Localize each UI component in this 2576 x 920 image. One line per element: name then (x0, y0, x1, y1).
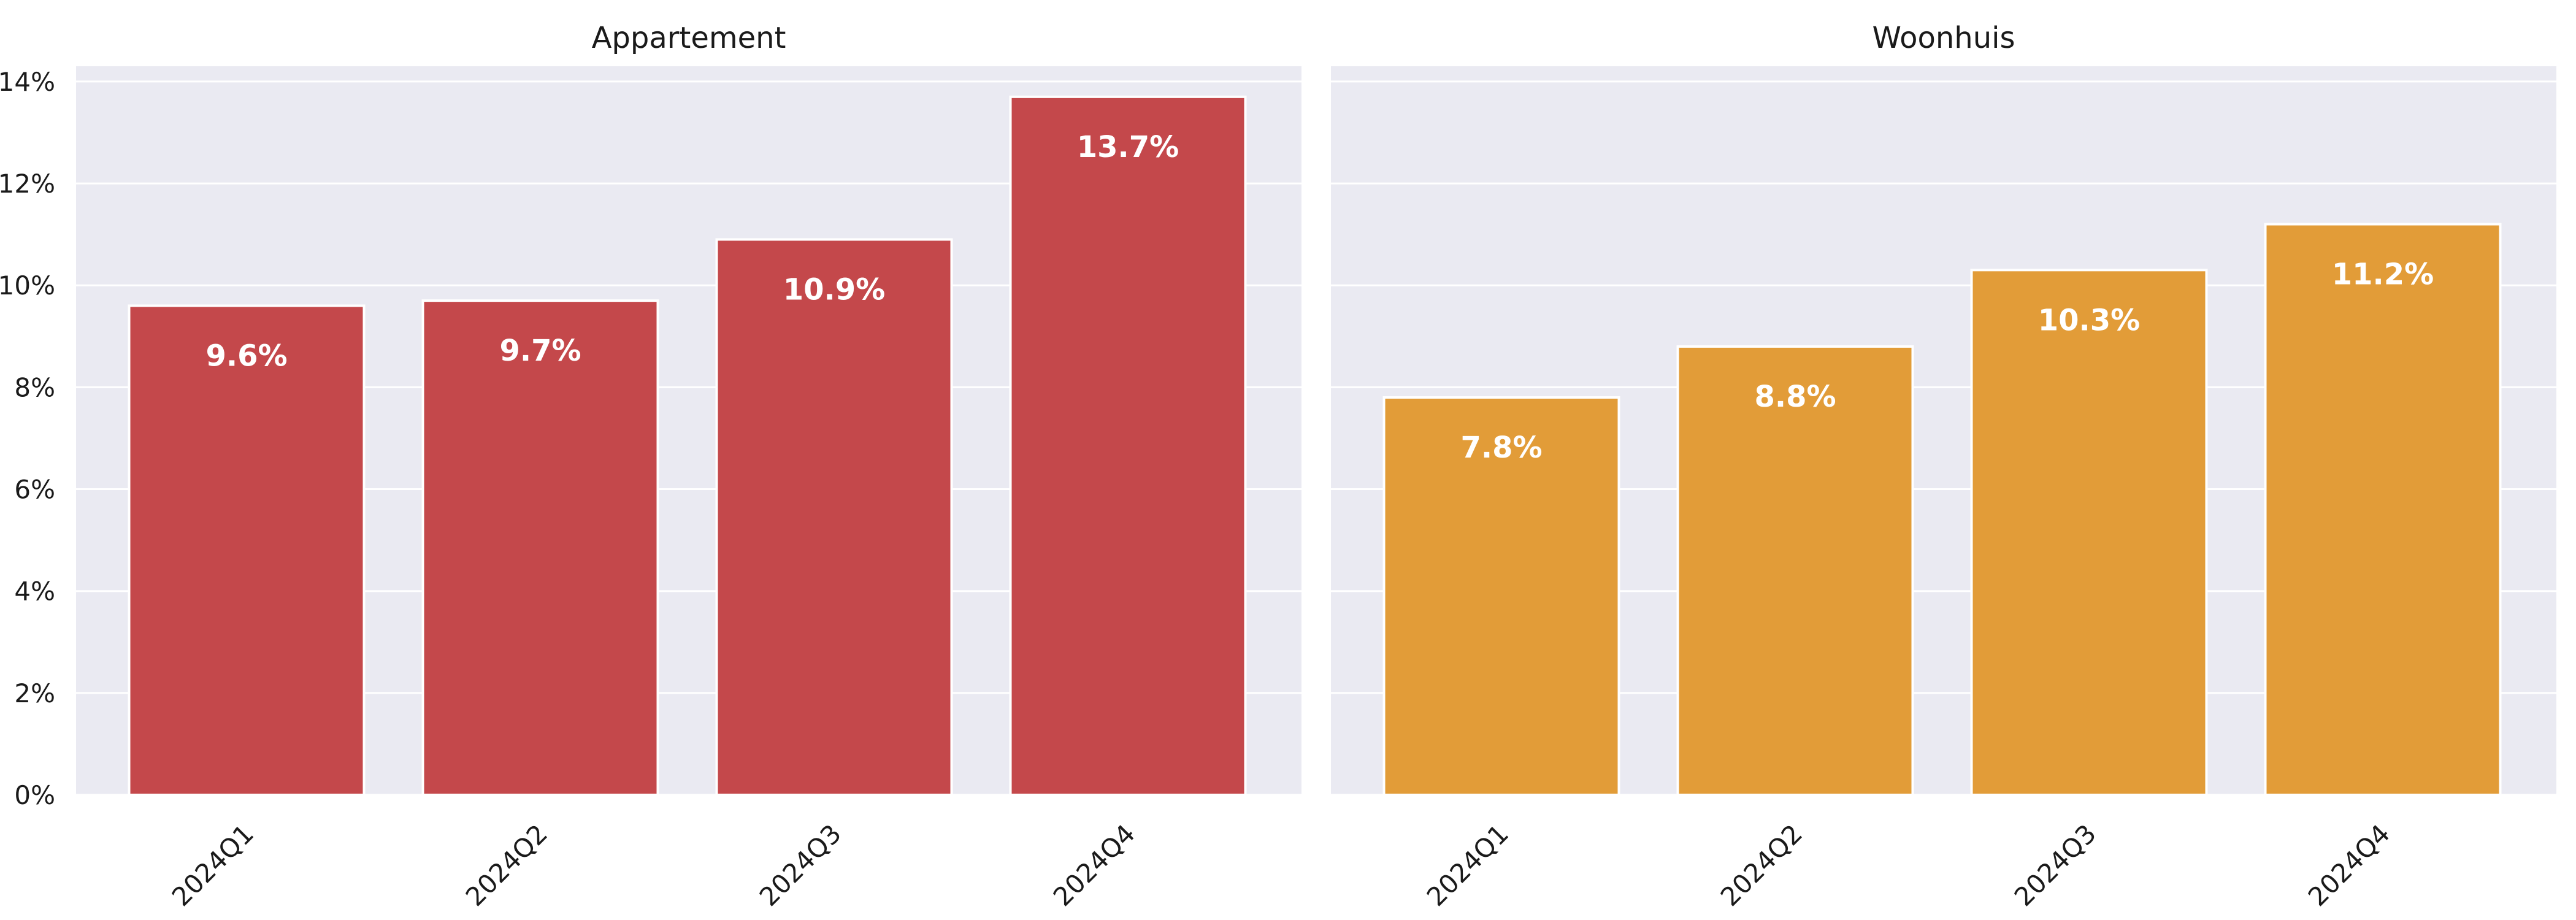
data-label: 7.8% (1460, 431, 1542, 465)
chart-title-2: Woonhuis (1873, 21, 2015, 55)
x-tick-label: 2024Q1 (166, 818, 260, 912)
y-tick-label: 10% (0, 270, 55, 301)
data-label: 8.8% (1754, 380, 1836, 414)
data-label: 9.6% (205, 339, 287, 373)
bar-2024Q3 (1970, 269, 2208, 796)
data-label: 10.3% (2038, 303, 2141, 337)
bar-2024Q4 (1009, 95, 1247, 796)
y-tick-label: 12% (0, 169, 55, 199)
x-tick-label: 2024Q2 (460, 818, 554, 912)
bar-2024Q2 (421, 299, 659, 796)
data-label: 11.2% (2332, 258, 2434, 292)
x-tick-label: 2024Q3 (754, 818, 848, 912)
y-tick-label: 6% (14, 475, 55, 505)
x-tick-label: 2024Q1 (1421, 818, 1515, 912)
x-tick-label: 2024Q2 (1715, 818, 1809, 912)
bar-2024Q1 (1382, 396, 1620, 796)
bar-2024Q3 (715, 238, 953, 796)
bar-2024Q2 (1676, 345, 1914, 796)
chart-title-1: Appartement (592, 21, 786, 55)
data-label: 10.9% (783, 272, 886, 307)
bar-2024Q1 (128, 304, 366, 796)
x-tick-label: 2024Q4 (1048, 818, 1141, 912)
y-tick-label: 8% (14, 372, 55, 402)
x-tick-label: 2024Q4 (2302, 818, 2396, 912)
y-tick-label: 2% (14, 678, 55, 708)
y-tick-label: 14% (0, 67, 55, 97)
data-label: 13.7% (1077, 130, 1179, 164)
data-label: 9.7% (499, 334, 581, 368)
bar-2024Q4 (2264, 223, 2502, 796)
y-tick-label: 0% (14, 780, 55, 810)
y-tick-label: 4% (14, 577, 55, 607)
x-tick-label: 2024Q3 (2009, 818, 2103, 912)
